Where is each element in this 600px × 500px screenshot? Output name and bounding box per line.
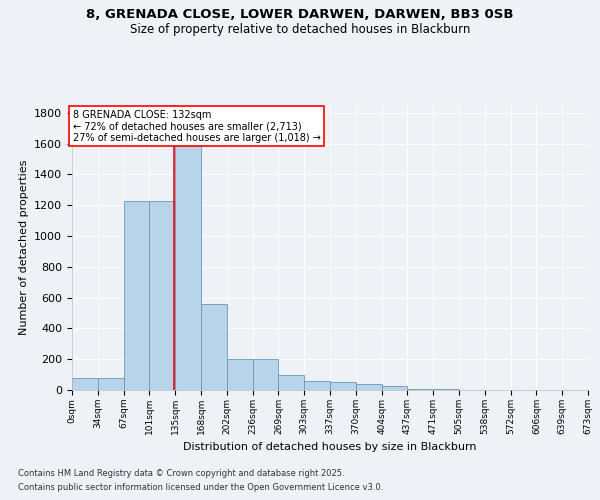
Bar [253,359,278,390]
Text: 8 GRENADA CLOSE: 132sqm
← 72% of detached houses are smaller (2,713)
27% of semi: 8 GRENADA CLOSE: 132sqm ← 72% of detache… [73,110,320,143]
Bar [124,200,149,390]
Bar [175,128,201,390]
Bar [304,381,330,390]
Bar [407,389,433,390]
Bar [72,378,98,390]
Text: Size of property relative to detached houses in Blackburn: Size of property relative to detached ho… [130,22,470,36]
Text: Contains HM Land Registry data © Crown copyright and database right 2025.: Contains HM Land Registry data © Crown c… [18,468,344,477]
Bar [201,304,227,390]
Bar [382,386,407,390]
Text: Contains public sector information licensed under the Open Government Licence v3: Contains public sector information licen… [18,484,383,492]
Bar [330,382,356,390]
Bar [356,384,382,390]
Text: 8, GRENADA CLOSE, LOWER DARWEN, DARWEN, BB3 0SB: 8, GRENADA CLOSE, LOWER DARWEN, DARWEN, … [86,8,514,20]
Bar [149,200,175,390]
Bar [278,374,304,390]
Bar [227,359,253,390]
Text: Distribution of detached houses by size in Blackburn: Distribution of detached houses by size … [183,442,477,452]
Y-axis label: Number of detached properties: Number of detached properties [19,160,29,335]
Bar [98,378,124,390]
